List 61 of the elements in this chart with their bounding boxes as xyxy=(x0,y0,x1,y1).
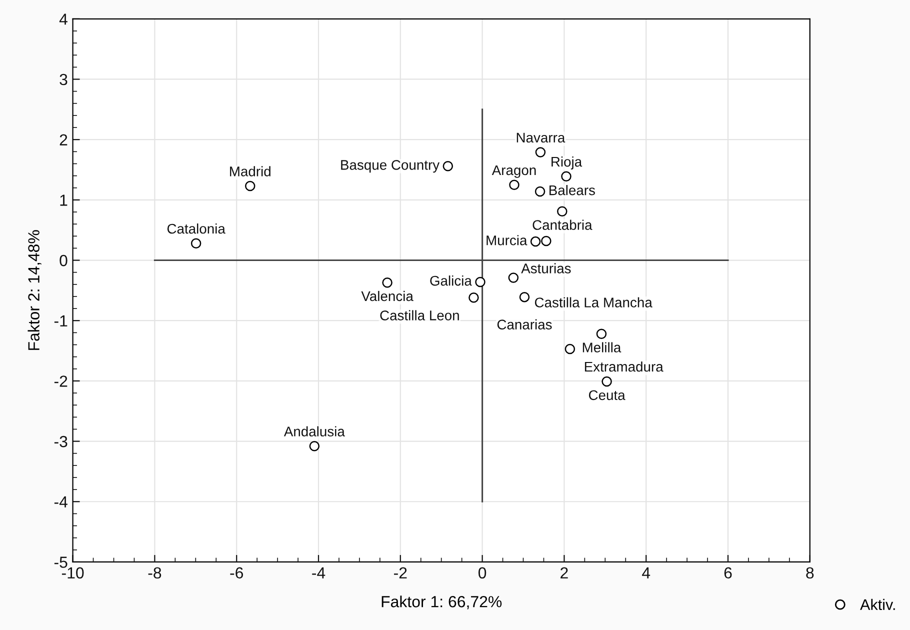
y-tick-label: -4 xyxy=(54,496,68,508)
annotation: Canarias xyxy=(497,319,552,330)
point xyxy=(541,236,552,246)
x-tick-label: -8 xyxy=(148,567,162,579)
point xyxy=(509,180,520,190)
annotation: Ceuta xyxy=(588,390,626,400)
x-tick-label: 6 xyxy=(724,567,732,579)
annotation: Balears xyxy=(550,185,595,196)
y-tick-label: 4 xyxy=(59,14,68,25)
legend-label: Aktiv. xyxy=(860,598,895,610)
annotation: Madrid xyxy=(230,166,270,176)
annotation: Valencia xyxy=(361,290,414,302)
x-tick-label: 8 xyxy=(806,567,814,579)
annotation: Aragon xyxy=(492,165,536,178)
x-tick-label: -2 xyxy=(394,567,407,578)
y-tick-label: 0 xyxy=(60,254,68,266)
point xyxy=(519,292,530,302)
point xyxy=(244,180,256,192)
y-tick-label: -2 xyxy=(54,376,68,387)
point xyxy=(508,272,519,283)
point xyxy=(468,292,479,303)
y-tick-label: 2 xyxy=(60,134,68,146)
point xyxy=(475,276,486,288)
annotation: Andalusia xyxy=(284,426,345,436)
point xyxy=(602,376,612,387)
point xyxy=(535,147,546,158)
x-tick-label: 4 xyxy=(642,567,650,578)
annotation: Catalonia xyxy=(167,223,226,234)
x-tick-label: -6 xyxy=(230,567,243,579)
point xyxy=(309,440,320,452)
point xyxy=(382,277,392,288)
annotation: Navarra xyxy=(516,132,566,143)
annotation: Rioja xyxy=(552,156,582,170)
annotation: Cantabria xyxy=(532,220,592,230)
annotation: Castilla La Mancha xyxy=(534,297,652,308)
annotation: Murcia xyxy=(486,235,528,246)
y-tick-label: -3 xyxy=(54,436,68,448)
y-tick-label: 1 xyxy=(60,194,68,206)
annotation: Galicia xyxy=(430,276,472,286)
point xyxy=(561,171,572,182)
point xyxy=(190,238,202,248)
annotation: Basque Country xyxy=(341,160,440,173)
x-tick-label: 2 xyxy=(560,567,568,578)
annotation: Asturias xyxy=(521,263,571,274)
y-axis-title: Faktor 2: 14,48% xyxy=(28,230,42,350)
x-axis-title: Faktor 1: 66,72% xyxy=(382,596,502,610)
y-tick-label: 3 xyxy=(60,74,68,86)
annotation: Melilla xyxy=(582,342,622,352)
point xyxy=(530,236,541,247)
x-tick-label: -4 xyxy=(312,567,326,578)
annotation: Castilla Leon xyxy=(380,310,459,320)
point xyxy=(557,206,568,217)
point xyxy=(564,344,576,354)
y-tick-label: -1 xyxy=(54,315,68,326)
point xyxy=(534,186,546,197)
point xyxy=(596,328,607,339)
x-tick-label: 0 xyxy=(478,567,486,579)
point xyxy=(442,161,454,172)
y-tick-label: -5 xyxy=(54,556,68,568)
annotation: Extramadura xyxy=(584,361,664,372)
x-tick-label: -10 xyxy=(62,567,84,579)
